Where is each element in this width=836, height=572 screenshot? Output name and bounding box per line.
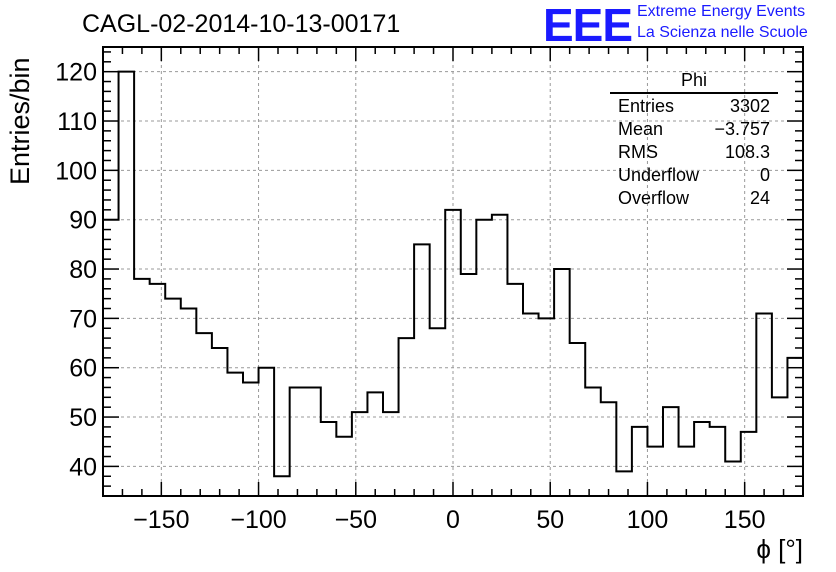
histogram-bin	[227, 373, 243, 496]
x-tick-label: 150	[724, 506, 766, 534]
histogram-bin	[554, 269, 570, 496]
histogram-bin	[523, 313, 539, 496]
histogram-outline	[103, 70, 803, 478]
y-tick-label: 90	[69, 207, 97, 235]
histogram-bin	[259, 368, 275, 496]
stats-value: 0	[759, 165, 770, 185]
histogram-bin	[756, 313, 772, 496]
stats-row-rms: RMS 108.3	[610, 141, 778, 164]
histogram-bin	[274, 476, 290, 496]
stats-label: Underflow	[618, 165, 700, 185]
stats-label: Entries	[618, 96, 675, 116]
histogram-bin	[772, 397, 788, 496]
histogram-bin	[539, 318, 555, 496]
y-tick-label: 110	[57, 108, 97, 136]
histogram-bin	[461, 274, 477, 496]
x-tick-label: 50	[536, 506, 564, 534]
stats-row-mean: Mean −3.757	[610, 118, 778, 141]
stats-label: Mean	[618, 119, 664, 139]
histogram-bin	[663, 407, 679, 496]
stats-value: 24	[749, 188, 770, 208]
histogram-bin	[165, 299, 181, 496]
x-axis-label: ϕ [°]	[756, 534, 803, 564]
x-tick-label: −50	[335, 506, 377, 534]
y-axis-label: Entries/bin	[5, 57, 35, 185]
histogram-bin	[181, 309, 197, 496]
histogram-bin	[119, 72, 135, 496]
histogram-bin	[150, 284, 166, 496]
histogram-bin	[679, 447, 695, 496]
histogram-bin	[321, 422, 337, 496]
histogram-bin	[570, 343, 586, 496]
histogram-bin	[601, 402, 617, 496]
histogram-bin	[710, 427, 726, 496]
x-tick-label: −100	[230, 506, 286, 534]
histogram-bin	[647, 447, 663, 496]
histogram-bin	[352, 412, 368, 496]
y-tick-label: 50	[69, 404, 97, 432]
histogram-bin	[305, 387, 321, 496]
histogram-bin	[134, 279, 150, 496]
stats-value: 3302	[729, 96, 770, 116]
y-tick-label: 60	[69, 355, 97, 383]
histogram-bin	[585, 387, 601, 496]
histogram-bin	[492, 215, 508, 496]
histogram-bin	[383, 412, 399, 496]
histogram-bin	[367, 392, 383, 496]
stats-label: Overflow	[618, 188, 690, 208]
histogram-bin	[507, 284, 523, 496]
stats-row-underflow: Underflow 0	[610, 164, 778, 187]
histogram-bin	[632, 427, 648, 496]
y-tick-label: 70	[69, 305, 97, 333]
histogram-bin	[243, 383, 259, 496]
stats-value: −3.757	[714, 119, 770, 139]
histogram-bin	[616, 471, 632, 496]
y-tick-label: 120	[55, 59, 97, 87]
logo-text-line2: La Scienza nelle Scuole	[637, 24, 808, 41]
stats-row-overflow: Overflow 24	[610, 187, 778, 210]
histogram-bin	[212, 348, 228, 496]
y-tick-label: 40	[69, 453, 97, 481]
stats-box-title: Phi	[610, 70, 778, 94]
y-tick-label: 80	[69, 256, 97, 284]
stats-box: Phi Entries 3302 Mean −3.757 RMS 108.3 U…	[610, 70, 778, 210]
logo-text-line1: Extreme Energy Events	[637, 3, 806, 20]
chart-title: CAGL-02-2014-10-13-00171	[82, 10, 401, 38]
stats-row-entries: Entries 3302	[610, 95, 778, 118]
stats-label: RMS	[618, 142, 658, 162]
x-tick-label: 0	[446, 506, 460, 534]
histogram-bin	[430, 328, 446, 496]
x-tick-label: −150	[133, 506, 189, 534]
histogram-bin	[694, 422, 710, 496]
histogram-bin	[290, 387, 306, 496]
x-tick-label: 100	[627, 506, 669, 534]
histogram-bin	[476, 220, 492, 496]
histogram-bin	[741, 432, 757, 496]
stats-value: 108.3	[724, 142, 770, 162]
y-tick-label: 100	[55, 157, 97, 185]
histogram-bin	[196, 333, 212, 496]
eee-logo: EEE	[543, 0, 633, 51]
histogram-bin	[414, 244, 430, 496]
